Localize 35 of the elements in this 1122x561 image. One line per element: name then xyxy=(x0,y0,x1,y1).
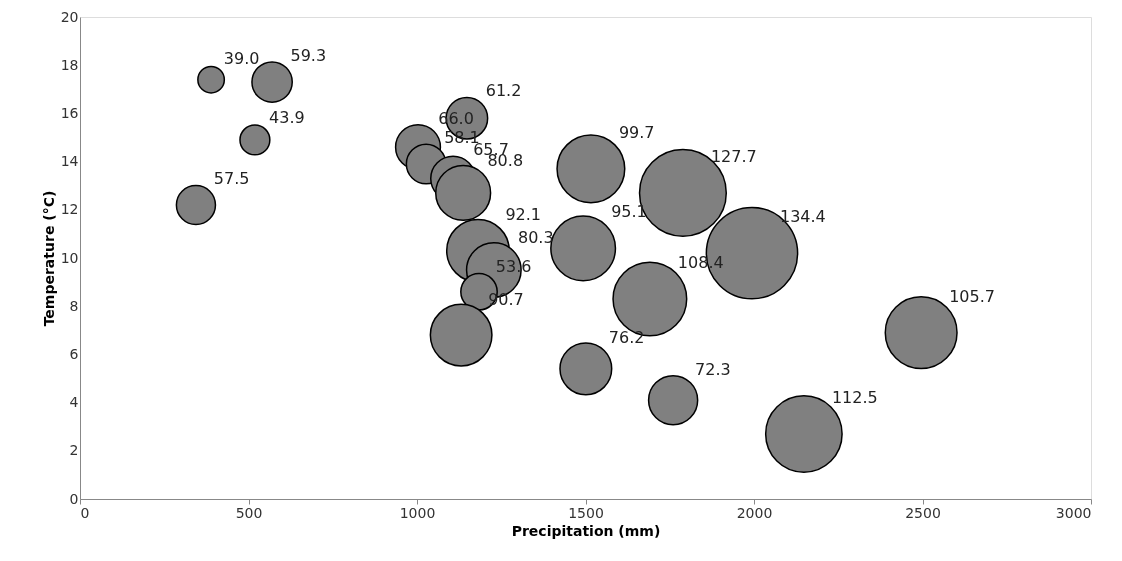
annotation: 61.2 xyxy=(485,81,522,101)
y-axis-title: Temperature (°C) xyxy=(40,190,57,327)
y-tick-label: 18 xyxy=(60,56,79,73)
annotation: 43.9 xyxy=(269,107,305,127)
annotation: 99.7 xyxy=(618,122,655,142)
annotation: 92.1 xyxy=(505,205,542,225)
y-tick-label: 10 xyxy=(60,249,79,266)
annotation: 127.7 xyxy=(710,146,757,166)
x-tick-label: 1500 xyxy=(568,504,604,521)
y-tick-label: 16 xyxy=(60,104,79,121)
y-tick-label: 20 xyxy=(60,8,79,25)
y-tick-label: 6 xyxy=(69,345,79,362)
annotation: 105.7 xyxy=(949,286,995,306)
y-tick-label: 12 xyxy=(60,201,79,218)
y-tick-label: 14 xyxy=(60,153,79,170)
annotation: 59.3 xyxy=(290,45,327,65)
y-tick-label: 0 xyxy=(69,490,79,507)
y-tick-label: 4 xyxy=(69,394,79,411)
annotation: 39.0 xyxy=(223,48,260,68)
annotation: 95.1 xyxy=(611,202,647,222)
x-tick-label: 1000 xyxy=(399,504,436,521)
annotation: 112.5 xyxy=(831,387,878,407)
x-tick-label: 2000 xyxy=(736,504,773,521)
annotation: 76.2 xyxy=(608,327,645,347)
annotation: 57.5 xyxy=(213,169,250,189)
annotation: 72.3 xyxy=(695,360,731,380)
x-tick-label: 0 xyxy=(80,504,90,521)
x-tick-label: 3000 xyxy=(1055,504,1092,521)
x-tick-label: 2500 xyxy=(905,504,941,521)
y-tick-label: 2 xyxy=(69,442,79,459)
x-axis-title: Precipitation (mm) xyxy=(511,522,661,539)
x-tick-label: 500 xyxy=(235,504,263,521)
annotation: 80.3 xyxy=(517,227,554,247)
y-tick-label: 8 xyxy=(69,297,79,314)
annotation: 134.4 xyxy=(779,207,826,227)
